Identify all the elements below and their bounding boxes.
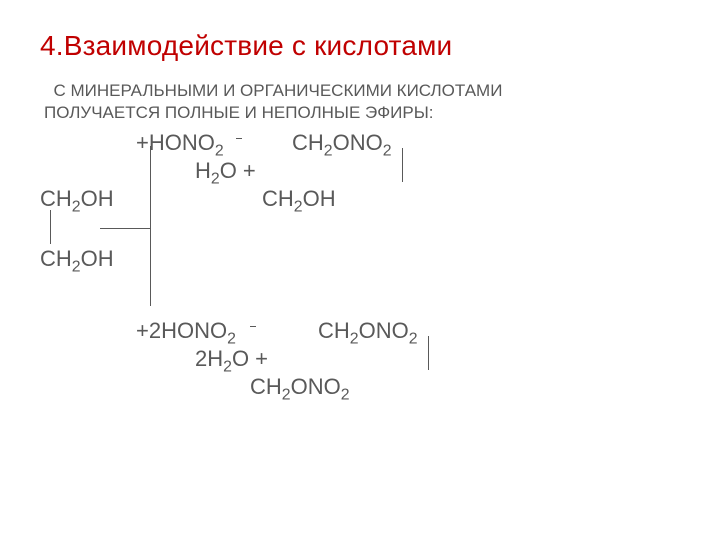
r1-h2o: H2O + — [195, 156, 256, 186]
sub: 2 — [211, 171, 220, 188]
bond-line — [50, 210, 51, 244]
txt: CH — [40, 186, 72, 211]
r1-product-mid: CH2OH — [262, 184, 336, 214]
txt: CH — [292, 130, 324, 155]
r1-product-top: CH2ONO2 — [292, 128, 392, 158]
arrow-line — [250, 326, 256, 327]
txt: CH — [250, 374, 282, 399]
arrow-line — [236, 138, 242, 139]
slide-title: 4.Взаимодействие с кислотами — [40, 30, 680, 62]
txt: OH — [303, 186, 336, 211]
sub: 2 — [383, 143, 392, 160]
bond-line — [402, 148, 403, 182]
sub: 2 — [294, 199, 303, 216]
sub: 2 — [223, 359, 232, 376]
r2-reagent-top: +2HONO2 — [136, 316, 236, 346]
sub: 2 — [72, 199, 81, 216]
sub: 2 — [282, 387, 291, 404]
r1-reactant-mid: CH2OH — [40, 184, 114, 214]
sub: 2 — [350, 331, 359, 348]
txt: ONO — [333, 130, 383, 155]
sub: 2 — [324, 143, 333, 160]
txt: O + — [220, 158, 256, 183]
subtitle-text-1: С МИНЕРАЛЬНЫМИ И ОРГАНИЧЕСКИМИ КИСЛОТАМИ — [53, 81, 502, 100]
txt: 2H — [195, 346, 223, 371]
txt: OH — [81, 186, 114, 211]
txt: CH — [318, 318, 350, 343]
subtitle-text-2: ПОЛУЧАЕТСЯ ПОЛНЫЕ И НЕПОЛНЫЕ ЭФИРЫ: — [44, 103, 434, 122]
bond-line — [100, 228, 150, 229]
bond-line — [150, 146, 151, 306]
r1-reactant-bot: CH2OH — [40, 244, 114, 274]
r2-h2o: 2H2O + — [195, 344, 268, 374]
txt: H — [195, 158, 211, 183]
txt: CH — [262, 186, 294, 211]
r2-product-bot: CH2ONO2 — [250, 372, 350, 402]
txt: ONO — [291, 374, 341, 399]
r2-product-top: CH2ONO2 — [318, 316, 418, 346]
sub: 2 — [341, 387, 350, 404]
txt: +HONO — [136, 130, 215, 155]
subtitle-line-1: С МИНЕРАЛЬНЫМИ И ОРГАНИЧЕСКИМИ КИСЛОТАМИ… — [40, 80, 680, 124]
txt: OH — [81, 246, 114, 271]
slide: 4.Взаимодействие с кислотами С МИНЕРАЛЬН… — [0, 0, 720, 540]
txt: O + — [232, 346, 268, 371]
bond-line — [428, 336, 429, 370]
txt: ONO — [359, 318, 409, 343]
sub: 2 — [409, 331, 418, 348]
txt: CH — [40, 246, 72, 271]
txt: +2HONO — [136, 318, 227, 343]
chemistry-block: +HONO2 CH2ONO2 H2O + CH2OH CH2OH CH2OH +… — [40, 128, 680, 488]
sub: 2 — [72, 259, 81, 276]
